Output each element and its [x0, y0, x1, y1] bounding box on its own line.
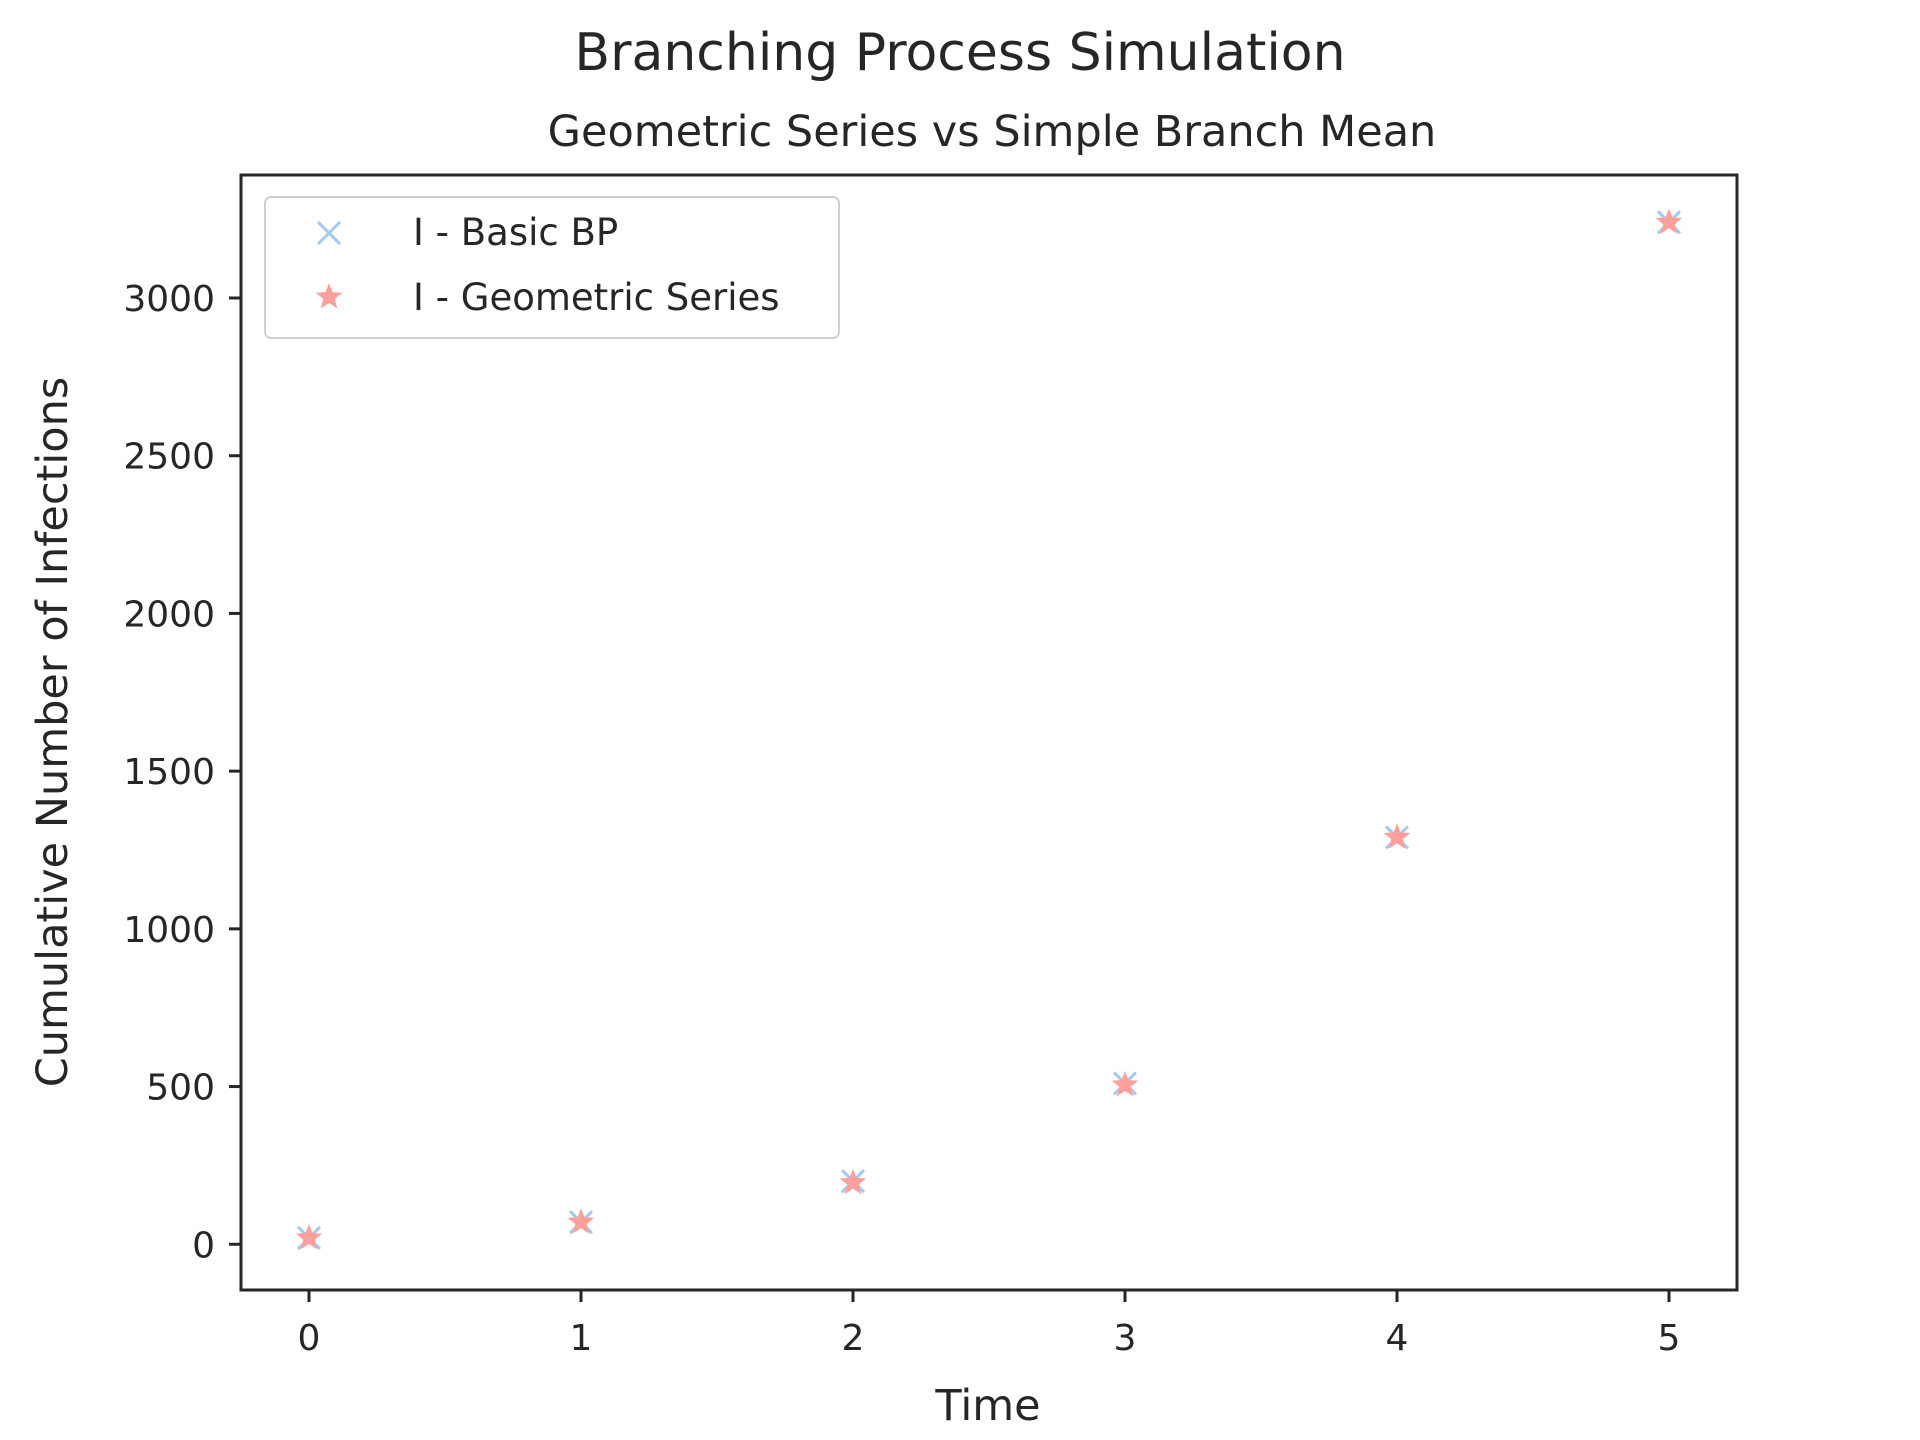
y-axis: 0 500 1000 1500 2000 2500 3000 [123, 279, 241, 1266]
data-point-geometric-series [567, 1208, 595, 1234]
x-tick-label: 5 [1658, 1318, 1681, 1359]
x-axis-label: Time [934, 1381, 1040, 1431]
legend-label-basic-bp: I - Basic BP [413, 211, 618, 254]
chart-title: Branching Process Simulation [574, 23, 1345, 83]
legend-marker-geometric-series [315, 283, 343, 309]
data-point-geometric-series [1383, 823, 1411, 849]
legend-x-marker [316, 220, 342, 246]
y-tick-label: 1500 [123, 752, 215, 793]
plot-area [239, 173, 1739, 1292]
y-axis-label: Cumulative Number of Infections [28, 377, 78, 1088]
y-tick-label: 2000 [123, 594, 215, 635]
legend-label-geometric-series: I - Geometric Series [413, 276, 780, 319]
y-tick-label: 1000 [123, 910, 215, 951]
x-tick-label: 3 [1114, 1318, 1137, 1359]
y-tick-label: 2500 [123, 437, 215, 478]
legend-marker-basic-bp [316, 220, 342, 246]
data-point-geometric-series [839, 1168, 867, 1195]
data-point-geometric-series [295, 1224, 323, 1250]
y-tick-label: 3000 [123, 279, 215, 320]
x-tick-label: 0 [298, 1318, 321, 1359]
legend: I - Basic BP I - Geometric Series [264, 196, 840, 339]
legend-star-marker [315, 283, 343, 309]
x-tick-label: 4 [1386, 1318, 1409, 1359]
data-points [295, 208, 1683, 1251]
x-axis: 0 1 2 3 4 5 [298, 1290, 1681, 1359]
data-point-geometric-series [1655, 208, 1683, 234]
y-tick-label: 500 [146, 1068, 215, 1109]
x-tick-label: 1 [570, 1318, 593, 1359]
y-tick-label: 0 [192, 1225, 215, 1266]
chart-subtitle: Geometric Series vs Simple Branch Mean [548, 107, 1437, 157]
data-point-geometric-series [1111, 1071, 1139, 1097]
x-tick-label: 2 [842, 1318, 865, 1359]
legend-box [264, 196, 840, 339]
